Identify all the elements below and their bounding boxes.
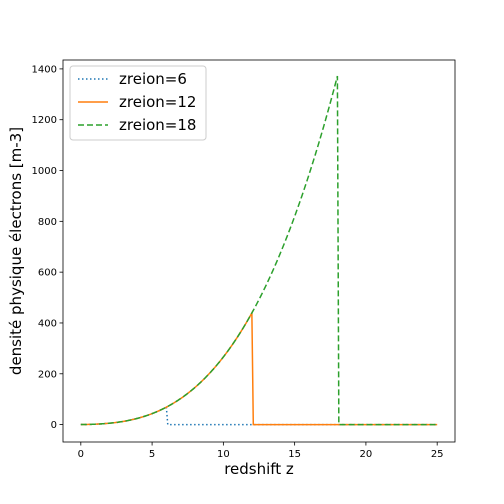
series-line-1: [80, 405, 438, 426]
y-tick-label: 1000: [32, 166, 57, 177]
series-lines: [80, 75, 438, 426]
series-line-3: [80, 75, 438, 426]
series-line-2: [80, 310, 438, 426]
axes: 0 5 10 15 20 25 0 200 400 600 800 1000 1200 1400: [32, 59, 456, 460]
legend-box: [69, 65, 207, 141]
y-tick-label: 0: [51, 420, 57, 431]
y-tick-label: 400: [38, 318, 57, 329]
x-tick-label: 20: [360, 449, 373, 460]
x-axis-title: redshift z: [224, 460, 294, 478]
legend-label-2: zreion=12: [119, 93, 196, 111]
y-axis-title: densité physique électrons [m-3]: [7, 127, 25, 375]
x-tick-label: 0: [78, 449, 84, 460]
legend-label-3: zreion=18: [119, 116, 196, 134]
x-tick-label: 25: [431, 449, 444, 460]
plot-area: [80, 75, 438, 426]
y-tick-label: 800: [38, 217, 57, 228]
legend-label-1: zreion=6: [119, 70, 187, 88]
y-tick-label: 1400: [32, 64, 57, 75]
x-tick-label: 10: [217, 449, 230, 460]
y-tick-label: 600: [38, 268, 57, 279]
y-tick-label: 1200: [32, 115, 57, 126]
legend: zreion=6 zreion=12 zreion=18: [69, 65, 207, 141]
x-tick-label: 5: [149, 449, 155, 460]
x-tick-label: 15: [288, 449, 301, 460]
y-tick-label: 200: [38, 369, 57, 380]
plot-frame: [62, 59, 456, 443]
